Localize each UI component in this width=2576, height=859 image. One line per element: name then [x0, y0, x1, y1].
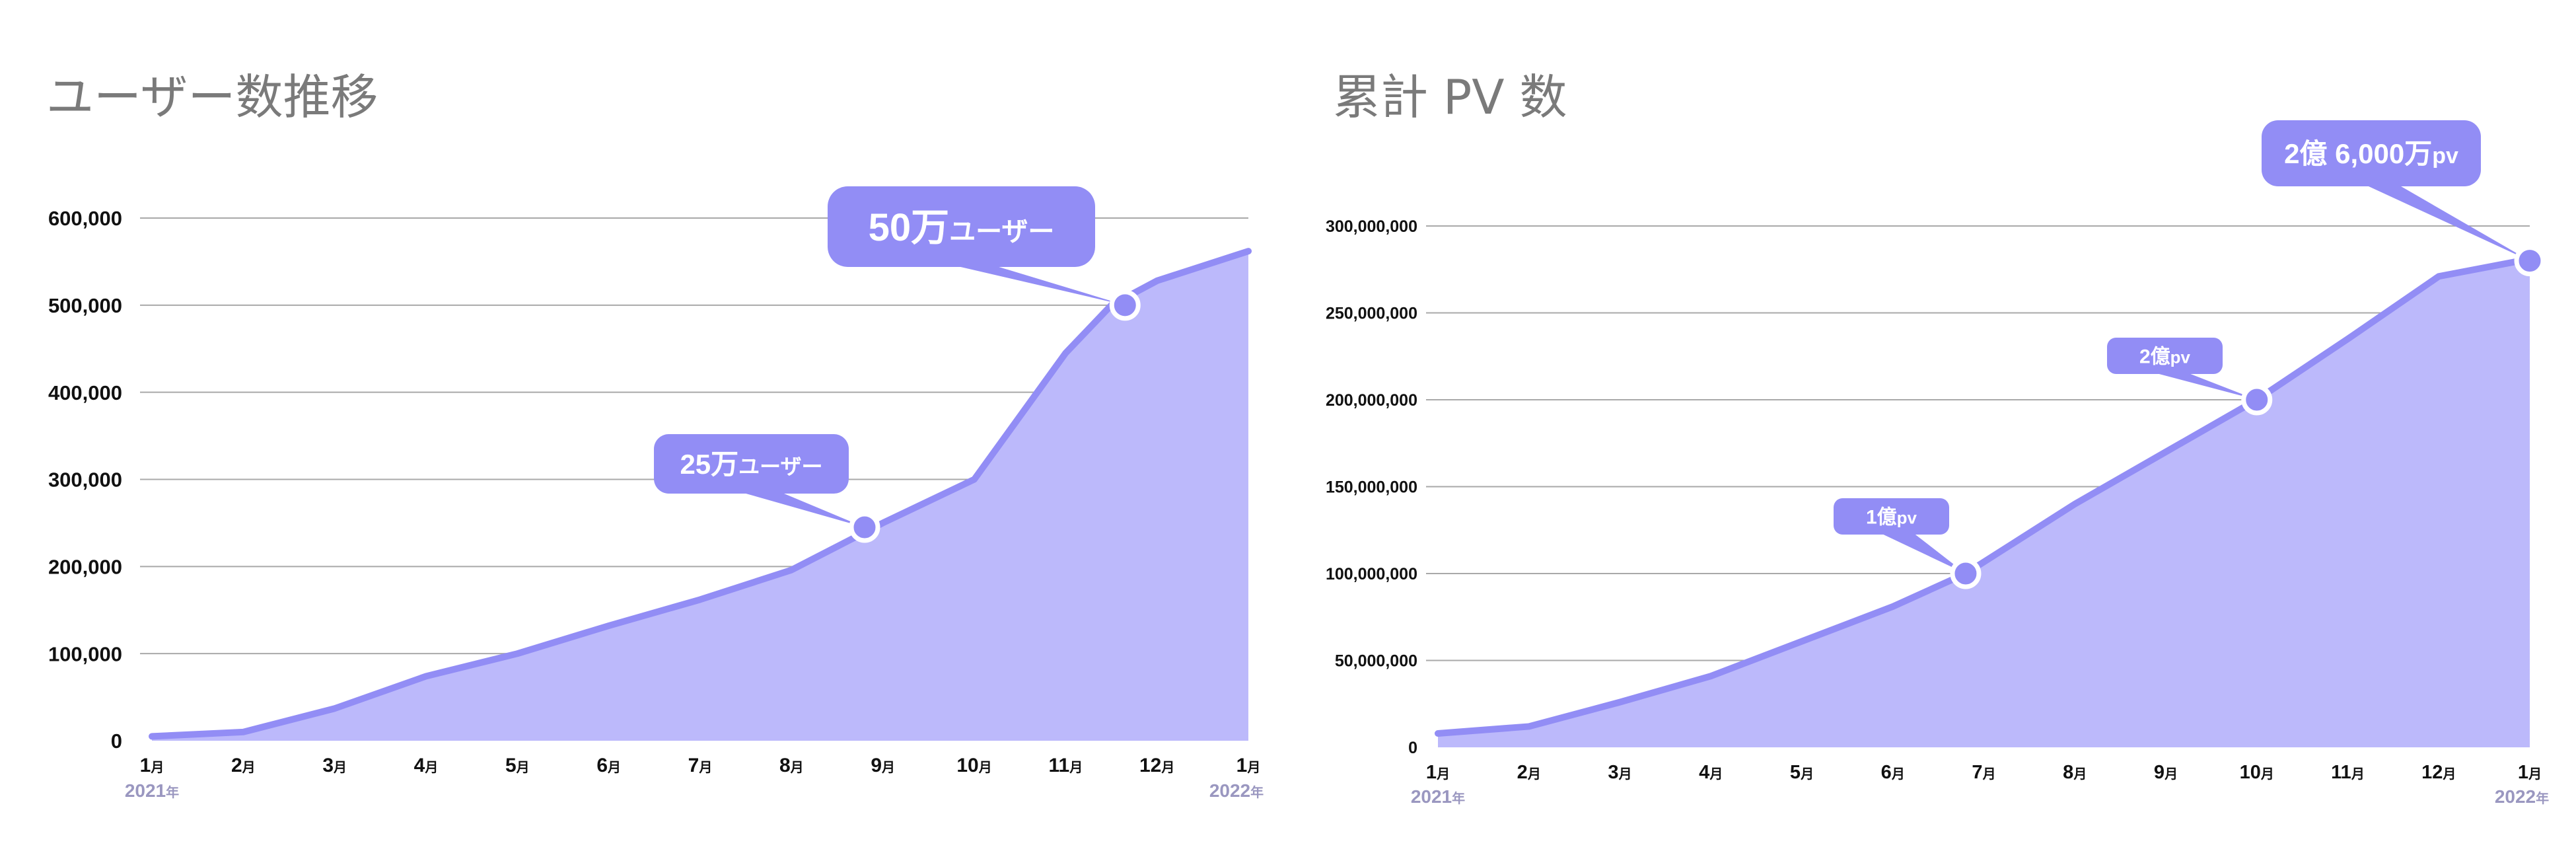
pv-chart-title: 累計 PV 数	[1333, 69, 1567, 125]
callout-pointer	[2365, 185, 2530, 261]
callout-bubble	[828, 186, 1095, 267]
callout-label: 50万ユーザー	[869, 206, 1055, 249]
user-x-tick-label: 4月	[414, 755, 439, 776]
pv-y-tick-label: 0	[1408, 739, 1417, 757]
pv-milestone-marker	[2514, 245, 2546, 277]
callout-label: 2億 6,000万pv	[2284, 138, 2458, 169]
callout-bubble	[2107, 338, 2223, 374]
pv-callout: 2億 6,000万pv	[2262, 120, 2530, 261]
pv-y-tick-label: 150,000,000	[1326, 478, 1417, 497]
user-year-end-label: 2022年	[1209, 780, 1264, 801]
user-y-tick-label: 300,000	[48, 468, 122, 492]
pv-x-tick-label: 7月	[1972, 762, 1995, 783]
user-x-tick-label: 5月	[505, 755, 530, 776]
pv-year-start-label: 2021年	[1411, 786, 1465, 807]
user-x-tick-label: 11月	[1048, 755, 1083, 776]
user-x-tick-label: 1月	[1236, 755, 1261, 776]
user-x-tick-label: 1月	[140, 755, 164, 776]
user-callout: 25万ユーザー	[654, 434, 865, 528]
pv-y-tick-label: 300,000,000	[1326, 217, 1417, 236]
user-x-tick-label: 7月	[688, 755, 713, 776]
user-y-tick-label: 500,000	[48, 294, 122, 317]
user-y-tick-label: 100,000	[48, 642, 122, 665]
pv-year-end-label: 2022年	[2495, 786, 2549, 807]
user-y-tick-label: 0	[111, 729, 122, 753]
pv-milestone-marker	[1950, 558, 1982, 589]
pv-x-tick-label: 8月	[2063, 762, 2087, 783]
user-y-tick-label: 400,000	[48, 381, 122, 404]
user-milestone-marker	[849, 511, 880, 543]
pv-y-tick-label: 50,000,000	[1335, 652, 1417, 671]
callout-label: 1億pv	[1866, 506, 1917, 528]
pv-y-tick-label: 100,000,000	[1326, 565, 1417, 583]
user-x-tick-label: 10月	[956, 755, 991, 776]
user-y-tick-label: 200,000	[48, 555, 122, 578]
pv-x-tick-label: 9月	[2154, 762, 2178, 783]
pv-callout: 1億pv	[1834, 498, 1966, 574]
callout-pointer	[741, 492, 865, 528]
callout-bubble	[654, 434, 849, 494]
user-milestone-marker	[1109, 289, 1141, 321]
pv-x-tick-label: 12月	[2421, 762, 2456, 783]
user-callout: 50万ユーザー	[828, 186, 1126, 305]
pv-x-tick-label: 1月	[2518, 762, 2542, 783]
callout-label: 2億pv	[2139, 346, 2191, 367]
pv-x-tick-label: 4月	[1699, 762, 1723, 783]
user-x-tick-label: 12月	[1139, 755, 1174, 776]
callout-bubble	[2262, 120, 2481, 186]
user-x-tick-label: 2月	[231, 755, 256, 776]
pv-count-chart-panel: 累計 PV 数 0 50,000,000 100,000,000 150,000,00…	[1288, 0, 2576, 859]
pv-milestone-marker	[2241, 384, 2273, 416]
user-chart-title: ユーザー数推移	[46, 69, 378, 125]
pv-count-area-chart: 0 50,000,000 100,000,000 150,000,000 200,000…	[1326, 120, 2549, 807]
user-series-line	[149, 248, 1252, 740]
user-x-tick-label: 8月	[779, 755, 804, 776]
user-y-tick-label: 600,000	[48, 207, 122, 230]
user-count-chart-panel: ユーザー数推移 0 100,000 200,000 300,000 400,000 500…	[46, 69, 1264, 801]
pv-y-tick-label: 250,000,000	[1326, 305, 1417, 323]
callout-label: 25万ユーザー	[680, 449, 822, 480]
pv-y-tick-label: 200,000,000	[1326, 391, 1417, 410]
user-x-tick-label: 9月	[871, 755, 895, 776]
pv-x-tick-label: 11月	[2331, 762, 2365, 783]
pv-callout: 2億pv	[2107, 338, 2257, 400]
pv-x-tick-label: 3月	[1608, 762, 1631, 783]
callout-bubble	[1834, 498, 1949, 535]
user-x-tick-label: 6月	[596, 755, 621, 776]
user-x-tick-label: 3月	[322, 755, 347, 776]
user-series-area	[152, 251, 1248, 741]
pv-x-tick-label: 2月	[1517, 762, 1541, 783]
callout-pointer	[2154, 373, 2257, 400]
user-year-start-label: 2021年	[125, 780, 179, 801]
pv-x-tick-label: 5月	[1790, 762, 1814, 783]
pv-series-area	[1438, 258, 2530, 748]
pv-x-tick-label: 10月	[2240, 762, 2274, 783]
pv-x-tick-label: 1月	[1426, 762, 1450, 783]
user-count-area-chart: 0 100,000 200,000 300,000 400,000 500,000 600,…	[48, 186, 1264, 801]
callout-pointer	[954, 266, 1126, 305]
pv-x-tick-label: 6月	[1881, 762, 1905, 783]
